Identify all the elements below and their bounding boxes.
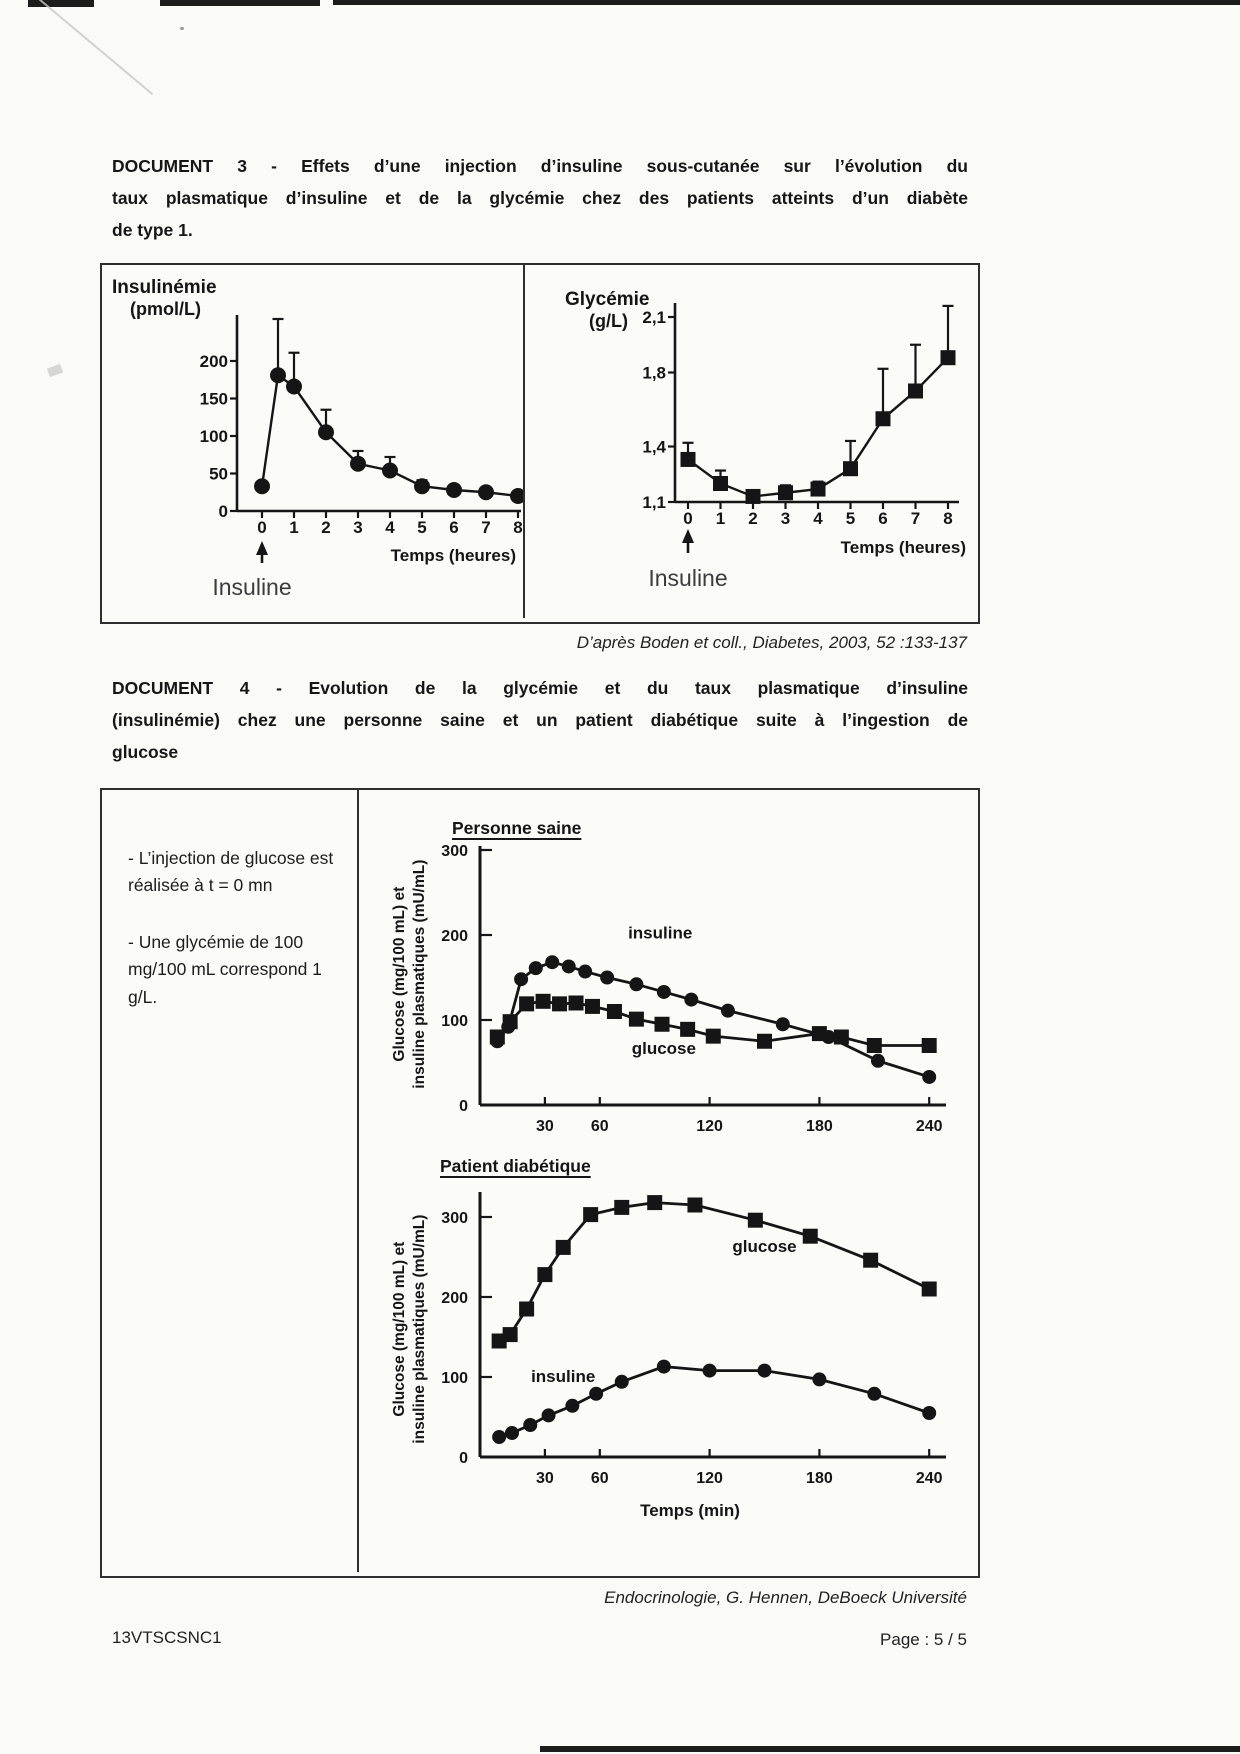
svg-text:Temps (min): Temps (min) — [640, 1501, 740, 1520]
doc4-note-conversion: - Une glycémie de 100 mg/100 mL correspo… — [128, 932, 322, 1007]
svg-text:300: 300 — [441, 1210, 468, 1227]
doc4-figure — [100, 788, 980, 1578]
svg-text:120: 120 — [696, 1118, 723, 1135]
scan-speck-gray — [46, 363, 64, 378]
svg-text:2,1: 2,1 — [642, 308, 666, 327]
svg-text:8: 8 — [943, 509, 952, 528]
svg-text:Insuline: Insuline — [648, 565, 727, 591]
svg-text:200: 200 — [441, 928, 468, 945]
doc4-figure-divider — [357, 790, 359, 1572]
scan-dot — [180, 27, 184, 30]
scan-artifact-top-2 — [160, 0, 320, 6]
doc4-note-injection: - L’injection de glucose est réalisée à … — [128, 848, 334, 896]
svg-text:3: 3 — [781, 509, 790, 528]
doc3-heading: DOCUMENT 3 - Effets d’une injection d’in… — [112, 150, 968, 246]
svg-text:240: 240 — [916, 1470, 943, 1487]
svg-text:300: 300 — [441, 843, 468, 860]
svg-text:7: 7 — [481, 518, 490, 537]
doc4-chart-patient-diabetique: 0 100 200 300 30 60 120 180 240 Temps (min) glucos… — [360, 1150, 970, 1555]
svg-text:60: 60 — [591, 1470, 609, 1487]
svg-text:0: 0 — [683, 509, 692, 528]
doc3-heading-line3: de type 1. — [112, 220, 193, 240]
svg-text:0: 0 — [219, 502, 228, 521]
doc4-source: Endocrinologie, G. Hennen, DeBoeck Unive… — [604, 1588, 967, 1607]
doc4-chart-title-personne-saine: Personne saine — [452, 818, 582, 838]
doc3-heading-line2: taux plasmatique d’insuline et de la gly… — [112, 188, 968, 208]
svg-text:0: 0 — [459, 1098, 468, 1115]
svg-text:30: 30 — [536, 1470, 554, 1487]
scan-artifact-bottom — [540, 1746, 1240, 1752]
doc4-heading: DOCUMENT 4 - Evolution de la glycémie et… — [112, 672, 968, 768]
svg-text:120: 120 — [696, 1470, 723, 1487]
svg-text:8: 8 — [513, 518, 522, 537]
doc4-chart-title-patient-diabetique: Patient diabétique — [440, 1156, 591, 1176]
svg-text:240: 240 — [916, 1118, 943, 1135]
doc4-heading-line1: DOCUMENT 4 - Evolution de la glycémie et… — [112, 678, 968, 698]
svg-text:glucose: glucose — [732, 1237, 796, 1256]
svg-text:4: 4 — [813, 509, 823, 528]
svg-text:insuline: insuline — [531, 1367, 595, 1386]
svg-text:200: 200 — [441, 1290, 468, 1307]
svg-text:6: 6 — [878, 509, 887, 528]
svg-text:glucose: glucose — [632, 1039, 696, 1058]
doc3-figure — [100, 263, 980, 624]
svg-text:1,1: 1,1 — [642, 493, 666, 512]
doc3-heading-line1: DOCUMENT 3 - Effets d’une injection d’in… — [112, 156, 968, 176]
svg-text:100: 100 — [441, 1013, 468, 1030]
doc4-notes: - L’injection de glucose est réalisée à … — [128, 845, 346, 1041]
svg-text:2: 2 — [748, 509, 757, 528]
svg-text:Temps (heures): Temps (heures) — [841, 538, 966, 557]
doc4-heading-line3: glucose — [112, 742, 179, 762]
svg-text:(g/L): (g/L) — [589, 311, 628, 331]
svg-text:7: 7 — [911, 509, 920, 528]
svg-text:1: 1 — [289, 518, 298, 537]
svg-text:100: 100 — [200, 427, 228, 446]
footer-code: 13VTSCSNC1 — [112, 1628, 222, 1647]
doc3-chart-insulinemie: 0 50 100 150 200 0 1 2 3 4 5 6 7 8 Insulinémie (pmol/L)… — [102, 265, 526, 623]
svg-text:200: 200 — [200, 352, 228, 371]
svg-text:180: 180 — [806, 1470, 833, 1487]
scan-artifact-top-3 — [333, 0, 1240, 5]
svg-text:0: 0 — [257, 518, 266, 537]
doc4-chart-personne-saine: 0 100 200 300 30 60 120 180 240 insuline glucose — [360, 790, 970, 1150]
svg-text:60: 60 — [591, 1118, 609, 1135]
scan-artifact-top-1 — [28, 0, 94, 7]
svg-text:Insuline: Insuline — [212, 574, 291, 600]
svg-text:insuline: insuline — [628, 923, 692, 942]
doc4-heading-line2: (insulinémie) chez une personne saine et… — [112, 710, 968, 730]
svg-text:Insulinémie: Insulinémie — [112, 277, 217, 298]
svg-text:180: 180 — [806, 1118, 833, 1135]
svg-text:30: 30 — [536, 1118, 554, 1135]
doc3-figure-divider — [523, 265, 525, 618]
svg-text:5: 5 — [846, 509, 855, 528]
svg-text:2: 2 — [321, 518, 330, 537]
svg-text:100: 100 — [441, 1370, 468, 1387]
svg-text:Glycémie: Glycémie — [565, 289, 650, 310]
svg-text:6: 6 — [449, 518, 458, 537]
svg-text:(pmol/L): (pmol/L) — [130, 299, 201, 319]
doc3-chart-glycemie: 1,1 1,4 1,8 2,1 0 1 2 3 4 5 6 7 8 Glycémie (g/L) Temps … — [525, 265, 972, 623]
svg-text:4: 4 — [385, 518, 395, 537]
svg-text:1: 1 — [716, 509, 725, 528]
svg-text:1,8: 1,8 — [642, 364, 666, 383]
svg-text:5: 5 — [417, 518, 426, 537]
footer-page-number: Page : 5 / 5 — [880, 1630, 967, 1649]
svg-text:Temps (heures): Temps (heures) — [391, 546, 516, 565]
doc3-source: D’après Boden et coll., Diabetes, 2003, … — [576, 633, 967, 652]
svg-text:3: 3 — [353, 518, 362, 537]
scan-smudge-diagonal — [36, 0, 154, 95]
svg-text:1,4: 1,4 — [642, 438, 666, 457]
svg-text:50: 50 — [209, 465, 228, 484]
svg-text:150: 150 — [200, 390, 228, 409]
svg-text:0: 0 — [459, 1450, 468, 1467]
